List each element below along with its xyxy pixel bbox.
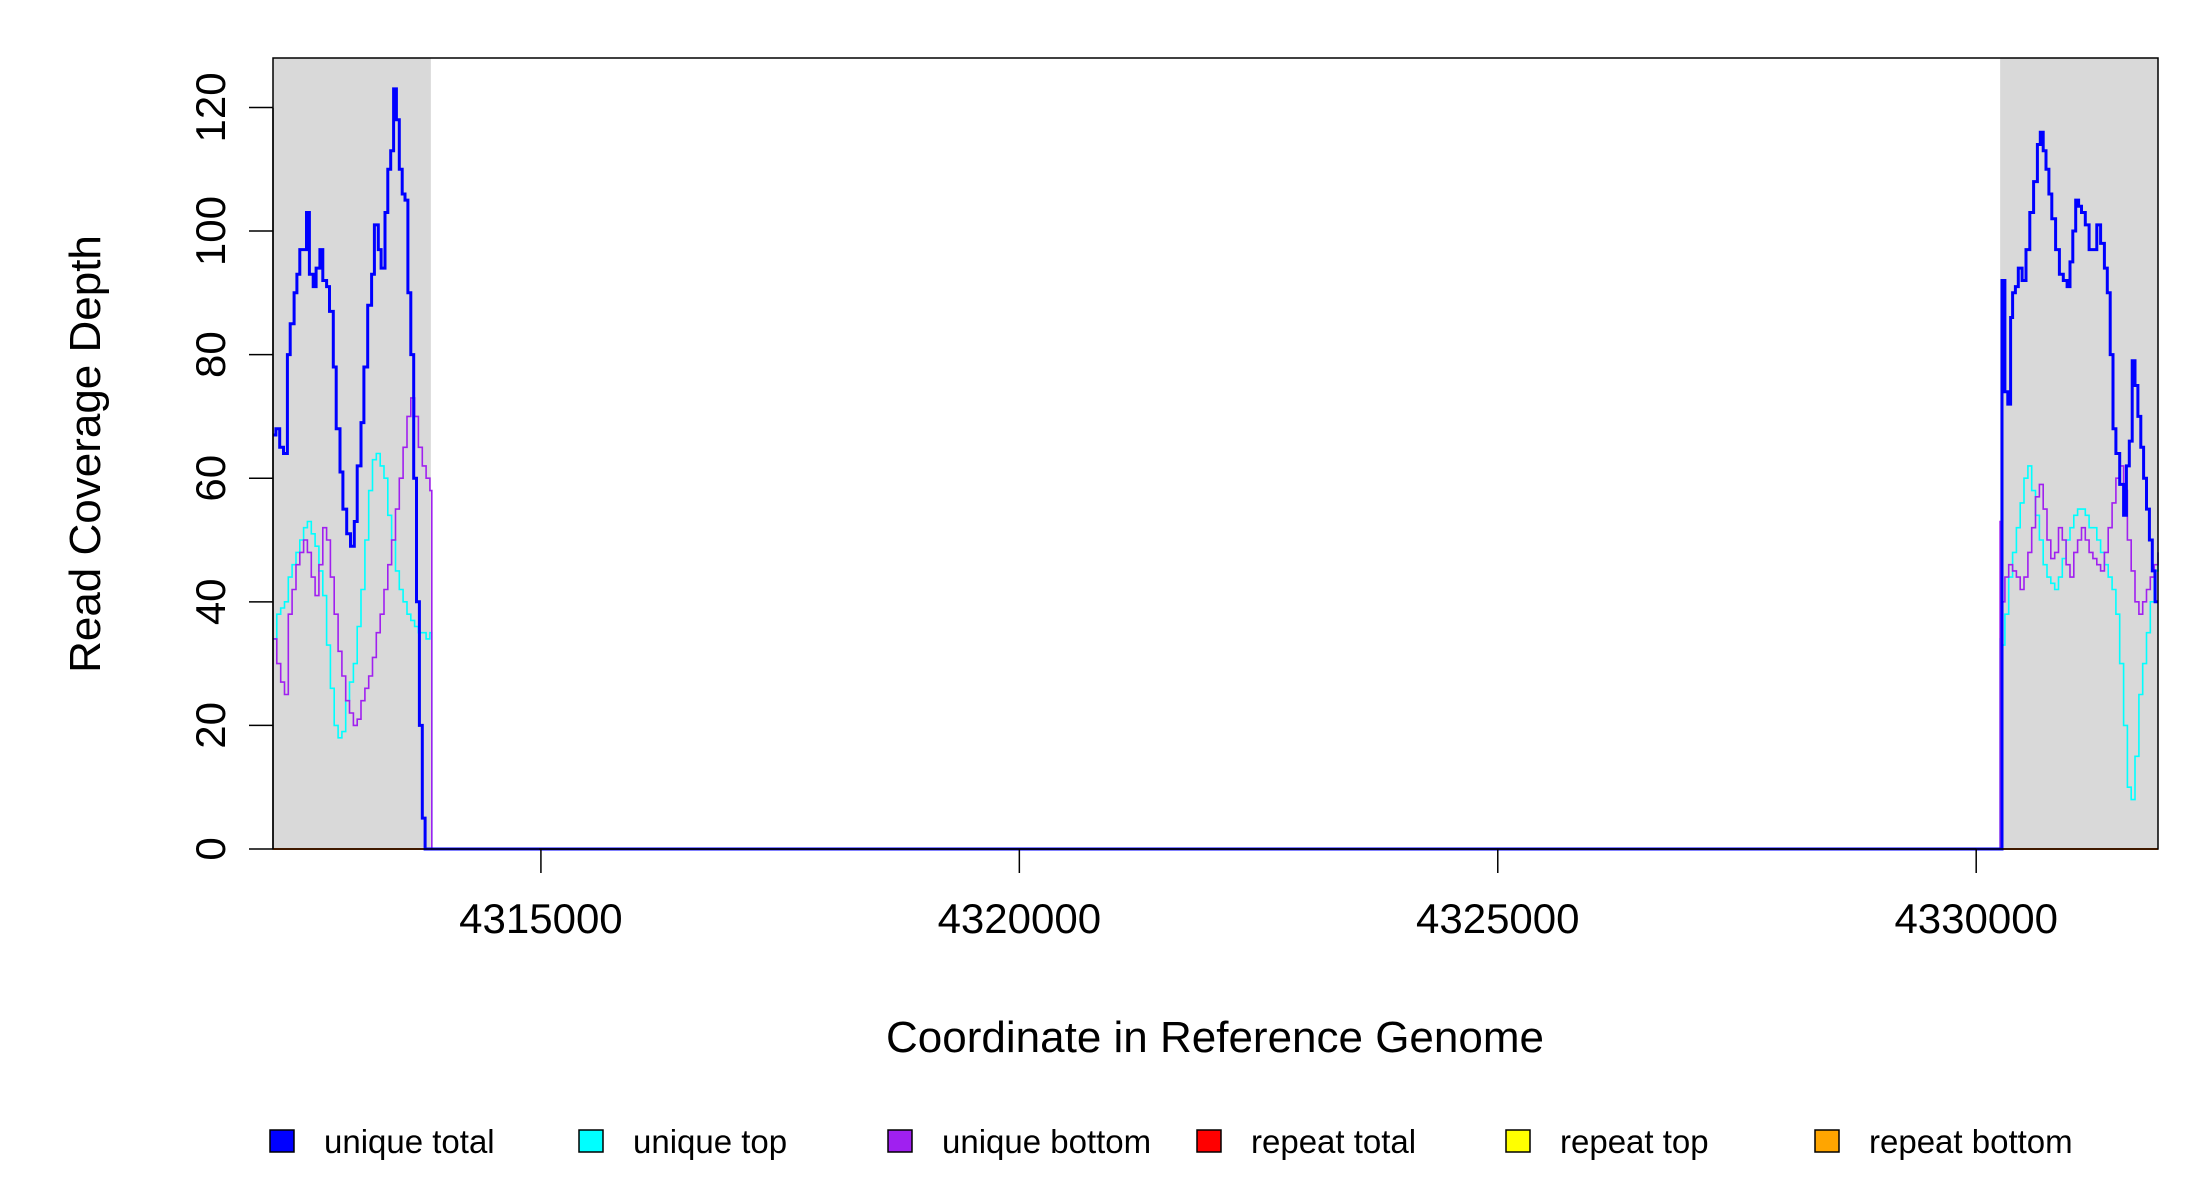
x-tick-label: 4315000 bbox=[459, 895, 623, 942]
shaded-regions bbox=[273, 58, 2158, 849]
legend-item: repeat top bbox=[1505, 1123, 1709, 1160]
legend-label: unique bottom bbox=[942, 1123, 1151, 1160]
legend-swatch bbox=[887, 1129, 913, 1153]
legend-label: repeat total bbox=[1251, 1123, 1416, 1160]
y-tick-label: 20 bbox=[187, 702, 234, 749]
y-tick-label: 60 bbox=[187, 455, 234, 502]
legend-item: repeat total bbox=[1196, 1123, 1416, 1160]
legend-swatch bbox=[578, 1129, 604, 1153]
legend: unique total unique top unique bottom repea… bbox=[269, 1123, 2073, 1160]
series-line-unique-bottom bbox=[273, 397, 2159, 850]
shaded-region bbox=[2000, 58, 2158, 849]
legend-label: unique top bbox=[633, 1123, 787, 1160]
y-axis: 0 20 40 60 80 100 120 bbox=[187, 72, 274, 861]
y-axis-title: Read Coverage Depth bbox=[61, 235, 110, 673]
x-axis: 4315000 4320000 4325000 4330000 bbox=[459, 848, 2058, 942]
legend-item: repeat bottom bbox=[1814, 1123, 2073, 1160]
legend-label: unique total bbox=[324, 1123, 495, 1160]
series-line-unique-top bbox=[273, 452, 2159, 850]
y-tick-label: 100 bbox=[187, 196, 234, 266]
x-tick-label: 4330000 bbox=[1894, 895, 2058, 942]
x-axis-title: Coordinate in Reference Genome bbox=[886, 1013, 1544, 1062]
legend-item: unique total bbox=[269, 1123, 495, 1160]
y-tick-label: 80 bbox=[187, 331, 234, 378]
legend-swatch bbox=[1196, 1129, 1222, 1153]
legend-swatch bbox=[1505, 1129, 1531, 1153]
legend-swatch bbox=[269, 1129, 295, 1153]
y-tick-label: 0 bbox=[187, 837, 234, 860]
legend-swatch bbox=[1814, 1129, 1840, 1153]
x-tick-label: 4325000 bbox=[1416, 895, 1580, 942]
legend-label: repeat bottom bbox=[1869, 1123, 2073, 1160]
plot-frame bbox=[272, 57, 2159, 850]
legend-item: unique bottom bbox=[887, 1123, 1151, 1160]
legend-item: unique top bbox=[578, 1123, 787, 1160]
y-tick-label: 120 bbox=[187, 72, 234, 142]
shaded-region bbox=[273, 58, 431, 849]
legend-label: repeat top bbox=[1560, 1123, 1709, 1160]
x-tick-label: 4320000 bbox=[938, 895, 1102, 942]
series-lines bbox=[273, 87, 2159, 851]
y-tick-label: 40 bbox=[187, 578, 234, 625]
series-line-unique-total bbox=[273, 87, 2158, 851]
